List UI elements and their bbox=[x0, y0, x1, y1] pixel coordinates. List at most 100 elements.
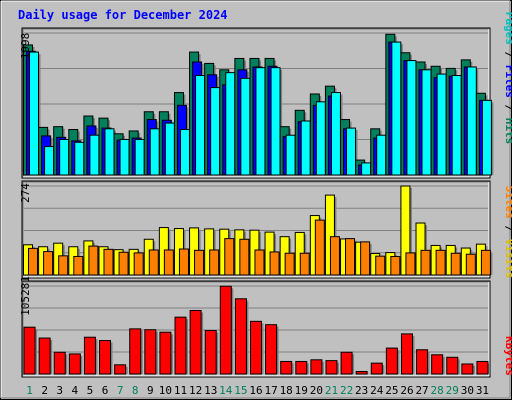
bar-pages-day28 bbox=[436, 73, 447, 176]
bar-sites-day17 bbox=[269, 251, 280, 276]
bar-kbytes-day14 bbox=[219, 285, 232, 375]
legend-usage: Pages / Files / Hits bbox=[503, 12, 512, 145]
bar-sites-day21 bbox=[329, 236, 340, 276]
bar-sites-day7 bbox=[118, 251, 129, 276]
y-tick-label-visits: 274 bbox=[19, 183, 32, 203]
bar-pages-day6 bbox=[104, 128, 115, 176]
bar-pages-day23 bbox=[361, 162, 372, 176]
x-tick-label: 13 bbox=[204, 384, 217, 397]
bar-kbytes-day11 bbox=[174, 316, 187, 375]
x-tick-label: 3 bbox=[56, 384, 63, 397]
bar-pages-day14 bbox=[225, 72, 236, 176]
x-tick-label: 18 bbox=[280, 384, 293, 397]
x-tick-label: 23 bbox=[355, 384, 368, 397]
bar-sites-day19 bbox=[299, 252, 310, 276]
bar-kbytes-day17 bbox=[265, 324, 278, 375]
y-tick-label-usage: 1998 bbox=[19, 33, 32, 60]
bar-kbytes-day12 bbox=[189, 309, 202, 375]
bar-kbytes-day25 bbox=[385, 347, 398, 375]
bar-pages-day15 bbox=[240, 77, 251, 176]
bar-kbytes-day2 bbox=[38, 337, 51, 375]
bar-kbytes-day22 bbox=[340, 351, 353, 375]
bar-sites-day26 bbox=[405, 252, 416, 276]
bar-kbytes-day31 bbox=[476, 360, 489, 375]
bar-pages-day12 bbox=[195, 75, 206, 176]
x-tick-label: 15 bbox=[234, 384, 247, 397]
x-tick-label: 10 bbox=[159, 384, 172, 397]
bar-kbytes-day4 bbox=[68, 353, 81, 375]
legend-kbytes: KBytes bbox=[503, 336, 512, 376]
x-tick-label: 7 bbox=[117, 384, 124, 397]
legend-hits: Hits bbox=[503, 118, 512, 145]
legend-kbytes-label: KBytes bbox=[503, 336, 512, 376]
x-tick-label: 6 bbox=[102, 384, 109, 397]
bar-sites-day24 bbox=[375, 255, 386, 276]
x-tick-label: 5 bbox=[87, 384, 94, 397]
bar-kbytes-day24 bbox=[370, 362, 383, 375]
x-tick-label: 8 bbox=[132, 384, 139, 397]
x-tick-label: 16 bbox=[249, 384, 262, 397]
bar-sites-day16 bbox=[254, 249, 265, 276]
bar-sites-day13 bbox=[209, 249, 220, 276]
bar-pages-day26 bbox=[406, 60, 417, 176]
legend-pages: Pages bbox=[503, 12, 512, 45]
x-tick-label: 21 bbox=[325, 384, 338, 397]
bar-sites-day31 bbox=[480, 249, 491, 276]
x-tick-label: 27 bbox=[415, 384, 428, 397]
bar-kbytes-day8 bbox=[129, 328, 142, 375]
bar-kbytes-day30 bbox=[461, 363, 474, 375]
bar-sites-day18 bbox=[284, 252, 295, 276]
x-tick-label: 12 bbox=[189, 384, 202, 397]
bar-pages-day24 bbox=[376, 134, 387, 176]
bar-kbytes-day15 bbox=[234, 298, 247, 375]
svg-text:Pages / Files / Hits: Pages / Files / Hits bbox=[503, 12, 512, 145]
x-tick-label: 28 bbox=[431, 384, 444, 397]
bar-kbytes-day26 bbox=[400, 333, 413, 375]
bar-sites-day1 bbox=[28, 247, 38, 276]
bar-pages-day17 bbox=[270, 67, 281, 176]
bar-sites-day28 bbox=[435, 249, 446, 276]
legend-files: Files bbox=[503, 65, 512, 98]
bar-sites-day27 bbox=[420, 249, 431, 276]
bar-sites-day6 bbox=[103, 248, 114, 276]
x-tick-label: 25 bbox=[385, 384, 398, 397]
bar-kbytes-day9 bbox=[144, 329, 157, 375]
chart-title: Daily usage for December 2024 bbox=[18, 8, 228, 22]
bar-kbytes-day21 bbox=[325, 360, 338, 375]
bar-sites-day12 bbox=[194, 249, 205, 276]
bar-kbytes-day23 bbox=[355, 370, 368, 375]
bar-pages-day19 bbox=[300, 120, 311, 176]
bar-pages-day1 bbox=[29, 51, 39, 176]
bar-kbytes-day3 bbox=[53, 351, 66, 375]
bar-sites-day20 bbox=[314, 219, 325, 276]
bar-sites-day30 bbox=[465, 253, 476, 276]
bar-sites-day14 bbox=[224, 238, 235, 276]
x-tick-label: 2 bbox=[41, 384, 48, 397]
legend-sites: Sites bbox=[503, 186, 512, 219]
x-tick-label: 31 bbox=[476, 384, 489, 397]
bar-pages-day25 bbox=[391, 41, 402, 176]
bar-kbytes-day27 bbox=[416, 349, 429, 375]
bar-sites-day3 bbox=[58, 255, 69, 276]
x-tick-label: 30 bbox=[461, 384, 474, 397]
bar-sites-day29 bbox=[450, 252, 461, 276]
bar-pages-day30 bbox=[466, 66, 477, 176]
bar-sites-day4 bbox=[73, 255, 84, 276]
bar-kbytes-day10 bbox=[159, 331, 172, 375]
bar-pages-day9 bbox=[149, 128, 160, 176]
legend-visits: Sites / Visits bbox=[503, 186, 512, 279]
bar-pages-day20 bbox=[315, 101, 326, 176]
bar-kbytes-day20 bbox=[310, 359, 323, 375]
bar-kbytes-day5 bbox=[83, 336, 96, 375]
x-tick-label: 1 bbox=[26, 384, 33, 397]
bar-sites-day5 bbox=[88, 245, 99, 276]
bar-pages-day5 bbox=[89, 134, 100, 176]
bar-pages-day18 bbox=[285, 134, 296, 176]
bar-pages-day10 bbox=[164, 122, 175, 176]
bar-kbytes-day18 bbox=[280, 360, 293, 375]
x-tick-label: 14 bbox=[219, 384, 233, 397]
bar-pages-day22 bbox=[346, 127, 357, 176]
bar-pages-day7 bbox=[119, 138, 130, 176]
legend-visits-label: Visits bbox=[503, 239, 512, 279]
